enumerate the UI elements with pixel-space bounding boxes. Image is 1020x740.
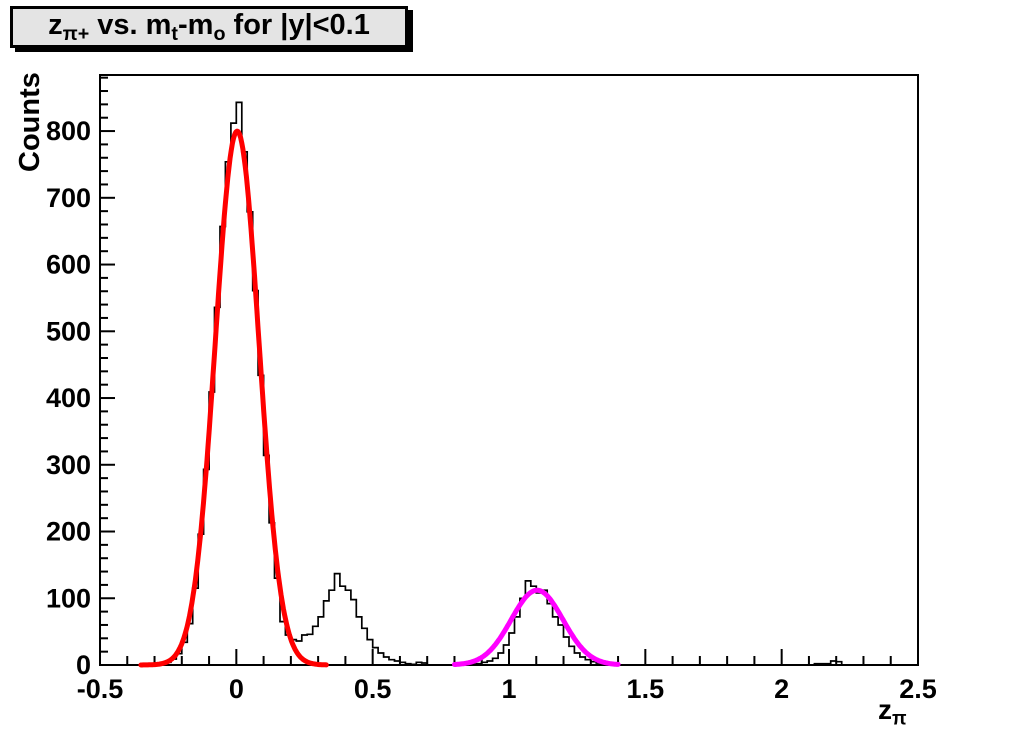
plot-frame (99, 74, 919, 666)
y-tick-label: 800 (46, 116, 91, 146)
plot-title: zπ+ vs. mt-mo for |y|<0.1 (48, 9, 370, 46)
text-run: vs. m (89, 8, 172, 41)
y-tick-label: 600 (46, 250, 91, 280)
gaussian-fit-main-peak (138, 128, 329, 668)
y-tick-label: 100 (46, 583, 91, 613)
x-tick-label: 1 (501, 674, 516, 704)
subscript-run: o (213, 22, 226, 45)
y-tick-label: 700 (46, 183, 91, 213)
x-tick-label: 2.5 (899, 674, 937, 704)
y-tick-label: 400 (46, 383, 91, 413)
text-run: z (48, 8, 63, 41)
x-axis-title: zπ (878, 694, 907, 731)
x-tick-label: 0 (229, 674, 244, 704)
y-tick-label: 500 (46, 316, 91, 346)
x-tick-label: 0.5 (354, 674, 392, 704)
x-tick-label: -0.5 (77, 674, 124, 704)
y-axis-title: Counts (14, 72, 46, 172)
x-tick-label: 2 (774, 674, 789, 704)
subscript-run: π+ (62, 22, 90, 45)
title-box: zπ+ vs. mt-mo for |y|<0.1 (10, 6, 408, 48)
y-tick-label: 0 (76, 650, 91, 680)
x-tick-label: 1.5 (627, 674, 665, 704)
y-tick-label: 300 (46, 450, 91, 480)
subscript-run: t (171, 22, 178, 45)
y-tick-label: 200 (46, 517, 91, 547)
text-run: z (878, 694, 892, 725)
text-run: for |y|<0.1 (225, 8, 370, 41)
text-run: -m (177, 8, 214, 41)
gaussian-fit-right-peak (452, 587, 621, 667)
subscript-run: π (892, 708, 907, 730)
